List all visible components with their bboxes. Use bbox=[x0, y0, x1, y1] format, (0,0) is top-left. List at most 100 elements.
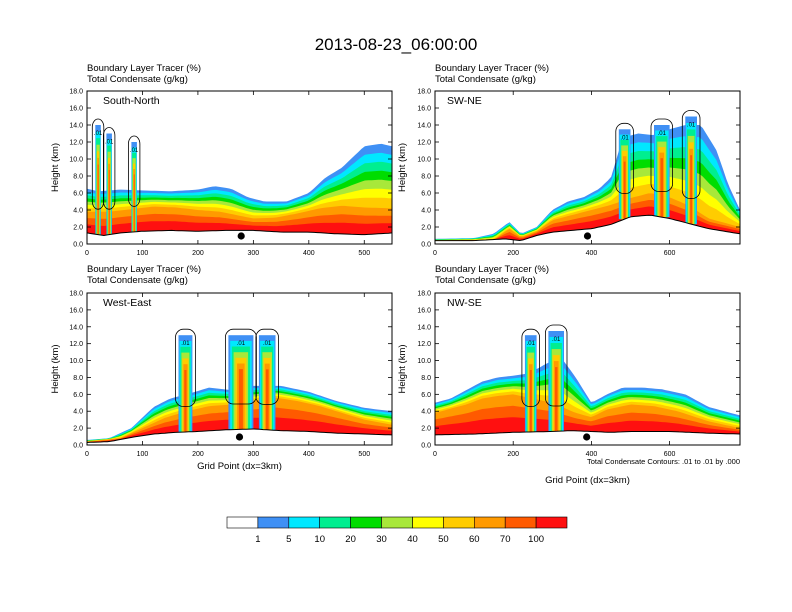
plot-frame bbox=[86, 90, 393, 245]
x-tick-label: 400 bbox=[586, 451, 598, 458]
contour-label: .01 bbox=[237, 341, 246, 347]
convective-column bbox=[108, 169, 110, 235]
panel-header-line1: Boundary Layer Tracer (%) bbox=[87, 63, 201, 74]
y-tick-label: 8.0 bbox=[421, 174, 431, 181]
convective-column bbox=[690, 155, 693, 225]
figure-title: 2013-08-23_06:00:00 bbox=[315, 35, 478, 54]
contour-label: .01 bbox=[105, 140, 114, 146]
x-tick-label: 0 bbox=[85, 250, 89, 257]
axis-ticks: 0.0 2.0 4.0 6.0 8.0 10.0 12.0 14.0 16.0 18.0 0 100 2… bbox=[69, 291, 392, 458]
colorbar-label: 50 bbox=[438, 534, 449, 545]
y-tick-label: 0.0 bbox=[73, 443, 83, 450]
y-tick-label: 18.0 bbox=[417, 291, 431, 298]
x-tick-label: 200 bbox=[192, 250, 204, 257]
x-tick-label: 0 bbox=[433, 250, 437, 257]
contour-label: .01 bbox=[620, 135, 629, 141]
y-tick-label: 8.0 bbox=[73, 174, 83, 181]
y-tick-label: 12.0 bbox=[69, 341, 83, 348]
y-tick-label: 16.0 bbox=[69, 307, 83, 314]
y-tick-label: 8.0 bbox=[73, 375, 83, 382]
axis-ticks: 0.0 2.0 4.0 6.0 8.0 10.0 12.0 14.0 16.0 18.0 0 100 2… bbox=[69, 89, 392, 257]
panel-south-north: Boundary Layer Tracer (%) Total Condensa… bbox=[50, 63, 393, 257]
y-tick-label: 10.0 bbox=[417, 157, 431, 164]
station-marker bbox=[583, 433, 591, 441]
panel-header-line2: Total Condensate (g/kg) bbox=[87, 74, 188, 85]
y-tick-label: 0.0 bbox=[73, 242, 83, 249]
condensate-contour bbox=[224, 328, 257, 405]
y-axis-label: Height (km) bbox=[50, 344, 61, 393]
condensate-contour bbox=[255, 328, 279, 405]
station-marker bbox=[583, 232, 592, 240]
y-tick-label: 4.0 bbox=[421, 409, 431, 416]
terrain-line bbox=[435, 430, 740, 436]
colorbar-label: 5 bbox=[286, 534, 291, 545]
y-tick-label: 12.0 bbox=[69, 140, 83, 147]
colorbar-label: 100 bbox=[528, 534, 544, 545]
y-tick-label: 16.0 bbox=[417, 106, 431, 113]
y-tick-label: 8.0 bbox=[421, 375, 431, 382]
panel-header-line1: Boundary Layer Tracer (%) bbox=[435, 63, 549, 74]
contour-label: .01 bbox=[687, 123, 696, 129]
panel-header-line1: Boundary Layer Tracer (%) bbox=[87, 264, 201, 275]
contour-label: .01 bbox=[130, 148, 139, 154]
plot-area-sw-ne: .01 .01 .01 bbox=[435, 110, 740, 244]
panel-label: South-North bbox=[103, 95, 160, 107]
terrain-line bbox=[87, 428, 392, 443]
contour-label: .01 bbox=[181, 341, 190, 347]
colorbar-label: 70 bbox=[500, 534, 511, 545]
y-tick-label: 14.0 bbox=[69, 123, 83, 130]
x-tick-label: 100 bbox=[137, 451, 149, 458]
y-tick-label: 2.0 bbox=[421, 225, 431, 232]
convective-column bbox=[133, 174, 135, 232]
colorbar: 1 5 10 20 30 40 50 60 70 100 bbox=[226, 516, 568, 545]
x-tick-label: 600 bbox=[664, 451, 676, 458]
colorbar-label: 1 bbox=[255, 534, 260, 545]
panel-header-line1: Boundary Layer Tracer (%) bbox=[435, 264, 549, 275]
convective-column bbox=[265, 369, 269, 430]
colorbar-label: 20 bbox=[345, 534, 356, 545]
colorbar-swatch bbox=[381, 516, 413, 529]
panel-label: SW-NE bbox=[447, 95, 482, 107]
x-tick-label: 400 bbox=[303, 250, 315, 257]
panel-label: NW-SE bbox=[447, 297, 482, 309]
panel-nw-se: Boundary Layer Tracer (%) Total Condensa… bbox=[397, 264, 741, 486]
x-tick-label: 300 bbox=[248, 250, 260, 257]
panel-label: West-East bbox=[103, 297, 151, 309]
colorbar-label: 60 bbox=[469, 534, 480, 545]
station-marker bbox=[235, 433, 244, 441]
x-tick-label: 500 bbox=[358, 250, 370, 257]
x-axis-label: Grid Point (dx=3km) bbox=[545, 475, 630, 486]
x-tick-label: 0 bbox=[433, 451, 437, 458]
convective-column bbox=[623, 161, 626, 220]
y-tick-label: 0.0 bbox=[421, 443, 431, 450]
condensate-contour bbox=[127, 135, 141, 207]
condensate-contour bbox=[521, 328, 541, 408]
y-tick-label: 12.0 bbox=[417, 341, 431, 348]
contour-label: .01 bbox=[552, 337, 561, 343]
colorbar-label: 10 bbox=[314, 534, 325, 545]
x-tick-label: 500 bbox=[358, 451, 370, 458]
colorbar-swatch bbox=[350, 516, 382, 529]
colorbar-swatch bbox=[319, 516, 351, 529]
y-tick-label: 18.0 bbox=[69, 89, 83, 96]
x-tick-label: 400 bbox=[303, 451, 315, 458]
plot-area-west-east: .01 .01 .01 bbox=[87, 328, 392, 445]
x-tick-label: 200 bbox=[507, 250, 519, 257]
colorbar-swatch bbox=[288, 516, 320, 529]
terrain-line bbox=[435, 214, 740, 242]
convective-column bbox=[555, 367, 558, 432]
colorbar-swatch bbox=[257, 516, 290, 529]
y-axis-label: Height (km) bbox=[397, 143, 408, 192]
y-tick-label: 2.0 bbox=[421, 426, 431, 433]
plot-frame bbox=[434, 90, 741, 245]
station-marker bbox=[237, 232, 245, 240]
colorbar-swatch bbox=[504, 516, 537, 529]
condensate-contour bbox=[545, 324, 568, 407]
y-tick-label: 16.0 bbox=[417, 307, 431, 314]
y-axis-label: Height (km) bbox=[397, 344, 408, 393]
y-tick-label: 14.0 bbox=[417, 123, 431, 130]
terrain-fill bbox=[435, 215, 740, 244]
x-tick-label: 400 bbox=[586, 250, 598, 257]
panel-sw-ne: Boundary Layer Tracer (%) Total Condensa… bbox=[397, 63, 741, 257]
